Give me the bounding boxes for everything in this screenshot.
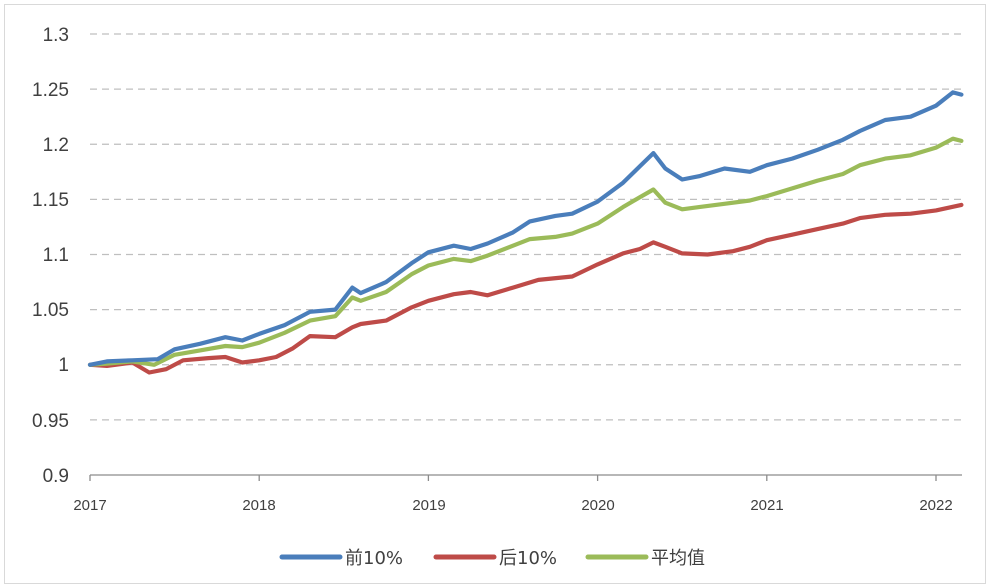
x-tick-label: 2021 (750, 497, 783, 514)
series-line-average (87, 136, 964, 367)
legend-label-top10: 前10% (345, 548, 403, 569)
x-tick-label: 2020 (581, 497, 614, 514)
x-axis: 2017 2018 2019 2020 2021 2022 (73, 474, 962, 514)
y-tick-label: 0.9 (43, 466, 69, 487)
x-tick-label: 2022 (919, 497, 952, 514)
y-axis: 0.9 0.95 1 1.05 1.1 1.15 1.2 1.25 1.3 (32, 25, 69, 487)
x-tick-label: 2018 (242, 497, 275, 514)
y-tick-label: 1.15 (32, 190, 69, 211)
x-tick-label: 2019 (412, 497, 445, 514)
y-tick-label: 1.25 (32, 80, 69, 101)
legend: 前10% 后10% 平均值 (279, 548, 705, 569)
y-tick-label: 0.95 (32, 411, 69, 432)
y-tick-label: 1.2 (43, 135, 69, 156)
y-tick-label: 1.1 (43, 245, 69, 266)
series-line-top10 (87, 90, 964, 367)
series-line-bottom10 (87, 202, 964, 375)
legend-label-average: 平均值 (651, 548, 705, 569)
x-tick-label: 2017 (73, 497, 106, 514)
grid-lines (90, 33, 962, 421)
y-tick-label: 1.05 (32, 300, 69, 321)
y-tick-label: 1 (58, 355, 69, 376)
legend-label-bottom10: 后10% (499, 548, 557, 569)
y-tick-label: 1.3 (43, 25, 69, 46)
series-lines (87, 90, 964, 375)
